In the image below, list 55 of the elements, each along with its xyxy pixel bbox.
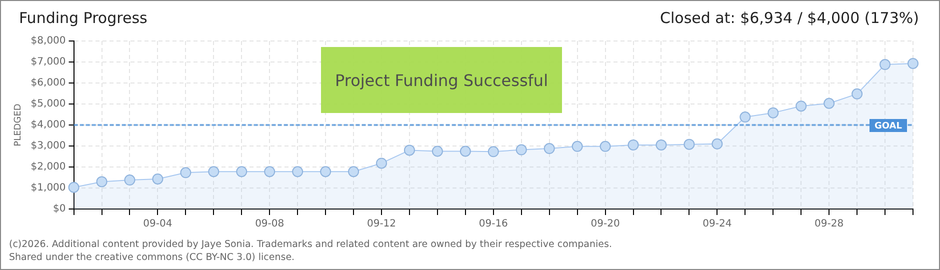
x-tick-label: 09-28: [814, 218, 844, 230]
y-tick-label: $4,000: [30, 120, 66, 131]
point: [432, 146, 443, 157]
point: [488, 146, 499, 158]
point: [796, 100, 807, 112]
point: [348, 166, 360, 178]
annotation: Project Funding Successful: [334, 70, 548, 90]
y-axis-title: PLEDGED: [14, 104, 24, 146]
y-tick-label: $5,000: [30, 98, 66, 110]
point: [824, 98, 835, 109]
point: [852, 88, 863, 100]
text: Closed at: $6,934 / $4,000 (173%): [660, 9, 919, 27]
y-tick-label: $0: [53, 204, 66, 215]
point: [768, 107, 779, 118]
y-tick-label: $6,000: [30, 78, 66, 89]
point: [180, 167, 192, 178]
point: [404, 144, 415, 156]
x-tick-label: 09-24: [702, 218, 732, 230]
point: [460, 146, 471, 157]
ref-line-label: GOAL: [874, 121, 902, 132]
banner-box: Project Funding Successful: [321, 47, 562, 113]
y-tick-label: $1,000: [30, 182, 66, 194]
y-tick-label: $2,000: [30, 162, 66, 173]
point: [600, 140, 611, 152]
point: [96, 176, 108, 188]
point: [740, 112, 751, 123]
text: Shared under the creative commons (CC BY-NC 3.0) license.: [9, 252, 295, 263]
point: [292, 166, 304, 178]
point: [908, 58, 918, 69]
point: [572, 140, 583, 152]
x-tick-label: 09-20: [590, 218, 620, 230]
text: (c)2026. Additional content provided by Jaye Sonia. Trademarks and related content are owned by their respective companies.: [9, 239, 612, 250]
x-tick-label: 09-12: [366, 218, 396, 230]
y-tick-label: $3,000: [30, 140, 66, 152]
x-tick-label: 09-08: [255, 218, 284, 230]
x-tick-label: 09-16: [478, 218, 508, 230]
point: [152, 173, 164, 184]
point: [376, 158, 387, 169]
point: [516, 144, 527, 156]
point: [124, 174, 136, 186]
point: [208, 166, 220, 178]
point: [628, 139, 639, 150]
y-tick-label: $7,000: [30, 56, 66, 68]
point: [320, 166, 332, 178]
point: [544, 143, 555, 154]
point: [656, 139, 667, 150]
chart-title: Funding Progress: [19, 9, 148, 27]
point: [684, 138, 695, 150]
point: [712, 138, 723, 150]
y-tick-label: $8,000: [30, 36, 66, 47]
point: [68, 182, 80, 193]
x-tick-label: 09-04: [143, 218, 172, 230]
point: [880, 59, 891, 70]
point: [264, 166, 276, 178]
point: [236, 166, 248, 178]
